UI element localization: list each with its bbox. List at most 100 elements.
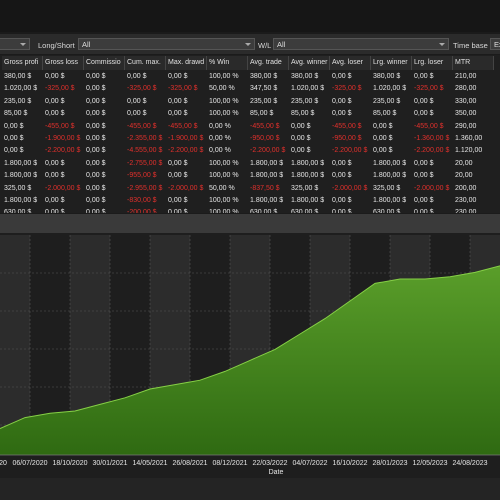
x-tick-label: 28/01/2023 xyxy=(372,460,407,467)
table-cell: 1.020,00 $ xyxy=(373,85,407,93)
table-cell: 0,00 $ xyxy=(414,110,434,118)
table-cell: 0,00 $ xyxy=(86,73,106,80)
table-cell: 230,00 xyxy=(455,197,477,204)
table-cell: 0,00 $ xyxy=(86,135,106,142)
column-header[interactable]: Avg. winner xyxy=(289,56,330,70)
table-cell: 85,00 $ xyxy=(4,110,28,118)
table-cell: -2.000,00 $ xyxy=(414,184,450,192)
table-cell: -2.000,00 $ xyxy=(332,184,368,192)
table-cell: 0,00 $ xyxy=(168,172,188,180)
table-cell: 0,00 $ xyxy=(414,97,434,105)
table-cell: 380,00 $ xyxy=(250,73,278,80)
table-cell: 0,00 $ xyxy=(45,172,65,180)
dropdown[interactable] xyxy=(0,38,30,50)
x-tick-label: 20 xyxy=(0,460,7,467)
column-header[interactable]: Gross loss xyxy=(43,56,84,70)
column-header[interactable]: Gross profi xyxy=(2,56,43,70)
dropdown[interactable]: All xyxy=(273,38,449,50)
table-cell: 0,00 $ xyxy=(332,197,352,204)
filter-label: Long/Short xyxy=(38,41,75,50)
table-cell: 0,00 $ xyxy=(86,209,106,213)
table-cell: -1.900,00 $ xyxy=(45,135,81,142)
table-cell: 0,00 $ xyxy=(86,122,106,130)
table-cell: -200,00 $ xyxy=(127,209,157,213)
column-header[interactable]: Commissio xyxy=(84,56,125,70)
table-cell: 0,00 $ xyxy=(86,97,106,105)
table-cell: -325,00 $ xyxy=(127,85,157,93)
table-cell: 20,00 xyxy=(455,159,473,167)
table-cell: 0,00 $ xyxy=(4,147,24,155)
table-cell: 100,00 % xyxy=(209,172,239,180)
equity-chart: Date 20 06/07/2020 18/10/2020 30/01/2021 14/… xyxy=(0,233,500,478)
column-header[interactable]: Lrg. loser xyxy=(412,56,453,70)
x-tick-label: 24/08/2023 xyxy=(452,460,487,467)
status-bar xyxy=(0,478,500,500)
table-cell: 0,00 $ xyxy=(291,147,311,155)
column-header[interactable]: % Win xyxy=(207,56,248,70)
table-cell: 1.800,00 $ xyxy=(373,197,407,204)
x-tick-label: 30/01/2021 xyxy=(92,460,127,467)
table-cell: 1.020,00 $ xyxy=(291,85,325,93)
column-header[interactable]: Max. drawd xyxy=(166,56,207,70)
table-cell: -2.000,00 $ xyxy=(168,184,204,192)
x-tick-label: 18/10/2020 xyxy=(52,460,87,467)
table-cell: 380,00 $ xyxy=(4,73,32,80)
table-cell: 0,00 $ xyxy=(332,209,352,213)
x-axis-title: Date xyxy=(269,469,284,476)
table-cell: 0,00 $ xyxy=(168,110,188,118)
table-cell: -950,00 $ xyxy=(332,135,362,142)
table-cell: 0,00 $ xyxy=(373,147,393,155)
table-cell: 0,00 $ xyxy=(168,197,188,204)
table-cell: -2.755,00 $ xyxy=(127,159,163,167)
table-cell: 0,00 $ xyxy=(168,159,188,167)
table-cell: 325,00 $ xyxy=(291,184,319,192)
table-cell: 350,00 xyxy=(455,110,477,118)
table-cell: 0,00 $ xyxy=(45,97,65,105)
table-cell: 0,00 $ xyxy=(45,73,65,80)
column-header[interactable]: Avg. loser xyxy=(330,56,371,70)
column-header[interactable]: MTR xyxy=(453,56,494,70)
table-cell: 0,00 $ xyxy=(168,209,188,213)
table-cell: 380,00 $ xyxy=(291,73,319,80)
table-cell: -2.200,00 $ xyxy=(414,147,450,155)
table-cell: 235,00 $ xyxy=(373,97,401,105)
table-cell: 0,00 $ xyxy=(291,122,311,130)
table-cell: 325,00 $ xyxy=(373,184,401,192)
x-tick-label: 06/07/2020 xyxy=(12,460,47,467)
table-cell: 100,00 % xyxy=(209,110,239,118)
dropdown[interactable]: All xyxy=(78,38,255,50)
table-cell: 325,00 $ xyxy=(4,184,32,192)
table-cell: 0,00 % xyxy=(209,147,231,155)
table-cell: -1.360,00 $ xyxy=(414,135,450,142)
table-cell: 1.800,00 $ xyxy=(291,197,325,204)
table-cell: 1.800,00 $ xyxy=(291,159,325,167)
column-header[interactable]: Avg. trade xyxy=(248,56,289,70)
table-cell: 100,00 % xyxy=(209,73,239,80)
table-cell: -2.200,00 $ xyxy=(45,147,81,155)
table-cell: 1.800,00 $ xyxy=(250,172,284,180)
table-cell: -955,00 $ xyxy=(127,172,157,180)
table-cell: 0,00 $ xyxy=(332,172,352,180)
dropdown[interactable]: Ex xyxy=(490,38,500,50)
x-tick-label: 16/10/2022 xyxy=(332,460,367,467)
table-cell: 0,00 $ xyxy=(86,85,106,93)
table-cell: 210,00 xyxy=(455,73,477,80)
table-cell: 0,00 $ xyxy=(168,73,188,80)
table-cell: 0,00 $ xyxy=(414,172,434,180)
table-cell: -4.555,00 $ xyxy=(127,147,163,155)
table-cell: 330,00 xyxy=(455,97,477,105)
table-cell: 0,00 $ xyxy=(414,159,434,167)
table-cell: 1.800,00 $ xyxy=(4,172,38,180)
column-header[interactable]: Cum. max. xyxy=(125,56,166,70)
table-cell: -2.000,00 $ xyxy=(45,184,81,192)
table-cell: -455,00 $ xyxy=(45,122,75,130)
column-header[interactable]: Lrg. winner xyxy=(371,56,412,70)
table-cell: 0,00 $ xyxy=(291,135,311,142)
table-cell: 347,50 $ xyxy=(250,85,278,93)
table-cell: 0,00 % xyxy=(209,135,231,142)
splitter xyxy=(0,214,500,233)
table-cell: 1.020,00 $ xyxy=(4,85,38,93)
table-cell: 0,00 $ xyxy=(414,73,434,80)
table-cell: 0,00 $ xyxy=(45,159,65,167)
table-cell: -2.200,00 $ xyxy=(168,147,204,155)
